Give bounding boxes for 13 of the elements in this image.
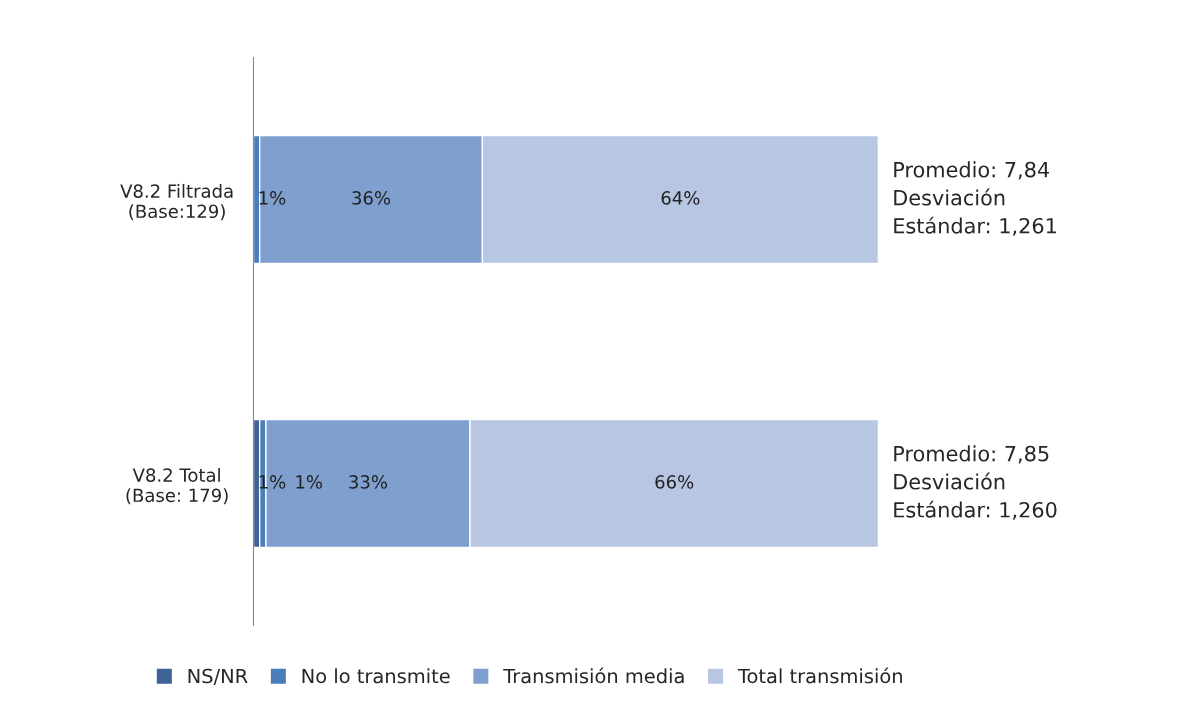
- text: Promedio: 7,85 Desviación Estándar: 1,260: [894, 445, 1057, 520]
- data-label: 33%: [349, 475, 388, 489]
- data-label: 64%: [661, 191, 700, 205]
- text: Promedio: 7,84 Desviación Estándar: 1,261: [894, 161, 1056, 236]
- legend-label: NS/NR: [188, 668, 248, 685]
- y-tick-label: V8.2 Total (Base: 179): [126, 467, 228, 505]
- data-label: 1%: [296, 475, 323, 489]
- data-label: 36%: [352, 191, 391, 205]
- legend-label: Transmisión media: [503, 667, 684, 684]
- legend-label: No lo transmite: [302, 668, 450, 684]
- legend-label: Total transmisión: [737, 667, 902, 684]
- y-tick-label: V8.2 Filtrada (Base:129): [120, 183, 233, 221]
- data-label: 66%: [655, 475, 694, 489]
